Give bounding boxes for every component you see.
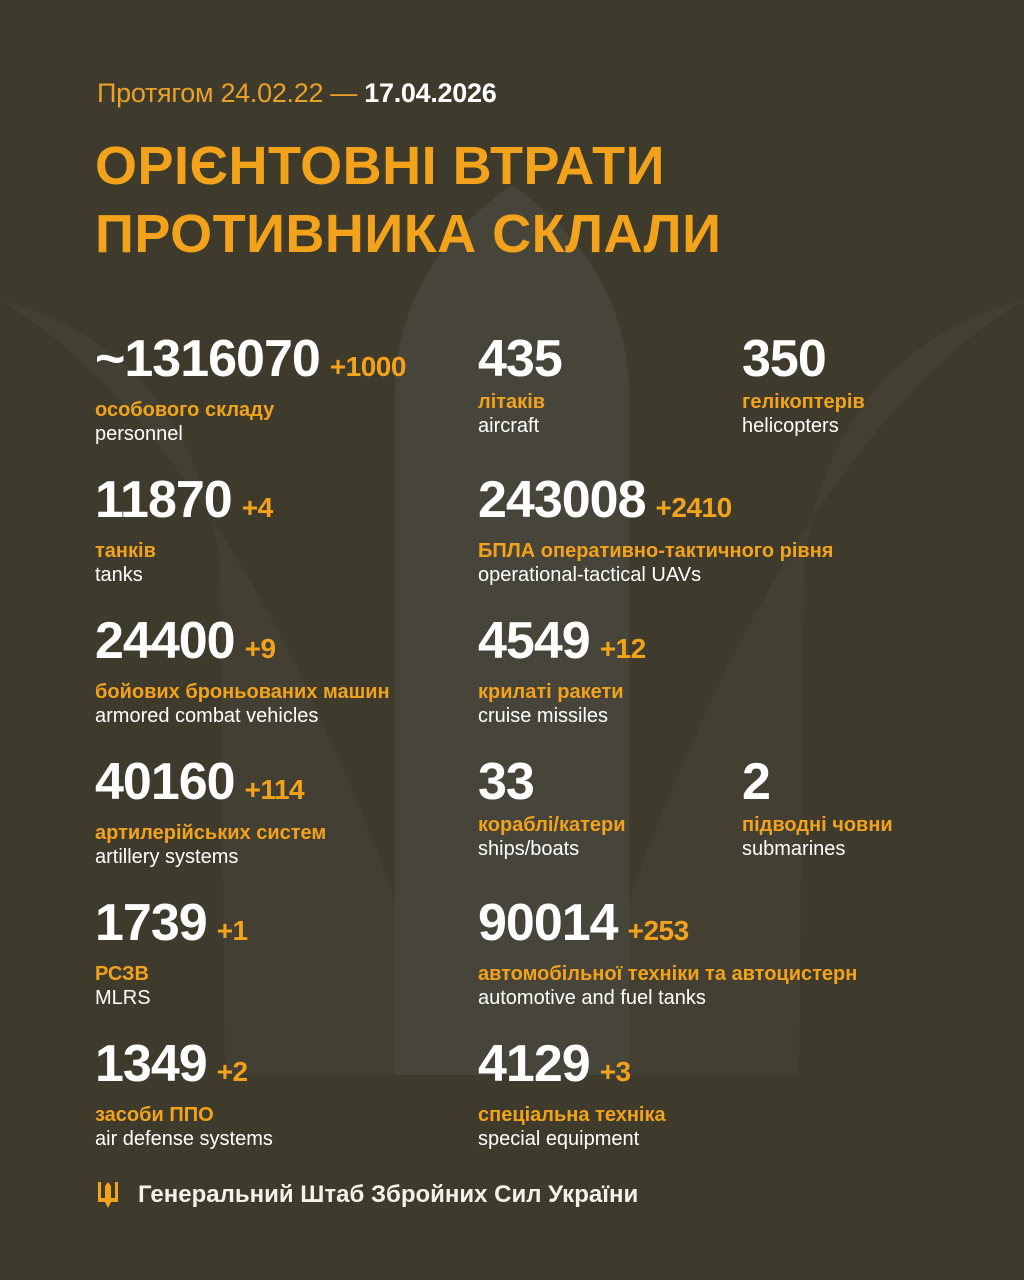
- stat-value: 4549 +12: [478, 612, 646, 678]
- stat-item: 1349 +2 засоби ППО air defense systems: [95, 1035, 273, 1152]
- stat-number: 2: [742, 753, 771, 811]
- stat-label-ua: особового складу: [95, 399, 275, 421]
- stat-label-ua: танків: [95, 540, 156, 562]
- stat-number: 40160: [95, 753, 236, 811]
- stat-item: 4129 +3 спеціальна техніка special equipm…: [478, 1035, 666, 1152]
- stat-item: 243008 +2410 БПЛА оперативно-тактичного р…: [478, 471, 833, 588]
- stat-delta: +1: [216, 915, 248, 946]
- stat-value: ~1316070 +1000: [95, 330, 406, 396]
- stat-value: 350: [742, 330, 865, 388]
- stat-label-en: cruise missiles: [478, 705, 609, 727]
- stat-label-ua: підводні човни: [742, 814, 893, 836]
- stat-number: 4129: [478, 1035, 591, 1093]
- stat-item: 90014 +253 автомобільної техніки та автоц…: [478, 894, 857, 1011]
- title-line-1: ОРІЄНТОВНІ ВТРАТИ: [95, 136, 665, 196]
- stat-value: 90014 +253: [478, 894, 857, 960]
- stat-value: 435: [478, 330, 563, 388]
- stat-label-ua: літаків: [478, 391, 546, 413]
- stat-item: 4549 +12 крилаті ракети cruise missiles: [478, 612, 646, 729]
- page-title: ОРІЄНТОВНІ ВТРАТИ ПРОТИВНИКА СКЛАЛИ: [95, 132, 721, 268]
- stat-label-ua: артилерійських систем: [95, 822, 327, 844]
- stat-label-en: operational-tactical UAVs: [478, 564, 702, 586]
- stat-label-en: personnel: [95, 423, 183, 445]
- stat-item: 11870 +4 танків tanks: [95, 471, 273, 588]
- stat-delta: +1000: [329, 351, 407, 382]
- stat-label-en: air defense systems: [95, 1128, 273, 1150]
- stat-label-en: automotive and fuel tanks: [478, 987, 706, 1009]
- stat-number: 4549: [478, 612, 591, 670]
- stat-value: 24400 +9: [95, 612, 390, 678]
- stat-value: 40160 +114: [95, 753, 326, 819]
- stat-item: 24400 +9 бойових броньованих машин armore…: [95, 612, 390, 729]
- stat-item: 33 кораблі/катери ships/boats: [478, 753, 626, 862]
- stat-value: 33: [478, 753, 626, 811]
- stat-item: 350 гелікоптерів helicopters: [742, 330, 865, 439]
- stat-delta: +9: [244, 633, 276, 664]
- stat-delta: +114: [244, 774, 305, 805]
- stat-delta: +2410: [655, 492, 733, 523]
- stat-item: ~1316070 +1000 особового складу personnel: [95, 330, 406, 447]
- stat-delta: +2: [216, 1056, 248, 1087]
- stat-number: 1739: [95, 894, 208, 952]
- stat-label-ua: РСЗВ: [95, 963, 149, 985]
- stat-label-en: aircraft: [478, 415, 540, 437]
- period-prefix: Протягом 24.02.22 —: [97, 78, 358, 108]
- stat-label-en: artillery systems: [95, 846, 239, 868]
- stat-item: 2 підводні човни submarines: [742, 753, 893, 862]
- stat-label-ua: автомобільної техніки та автоцистерн: [478, 963, 858, 985]
- stat-label-en: special equipment: [478, 1128, 640, 1150]
- stat-label-ua: крилаті ракети: [478, 681, 624, 703]
- stat-label-ua: спеціальна техніка: [478, 1104, 666, 1126]
- stat-delta: +253: [627, 915, 690, 946]
- stat-value: 4129 +3: [478, 1035, 666, 1101]
- stat-label-en: tanks: [95, 564, 143, 586]
- stat-number: 1349: [95, 1035, 208, 1093]
- stat-label-en: submarines: [742, 838, 846, 860]
- stat-number: 243008: [478, 471, 647, 529]
- footer-text: Генеральний Штаб Збройних Сил України: [138, 1181, 639, 1208]
- stat-item: 435 літаків aircraft: [478, 330, 563, 439]
- stat-value: 243008 +2410: [478, 471, 833, 537]
- stat-value: 2: [742, 753, 893, 811]
- stat-label-ua: гелікоптерів: [742, 391, 865, 413]
- period-range: Протягом 24.02.22 — 17.04.2026: [97, 78, 497, 109]
- stat-delta: +4: [241, 492, 273, 523]
- stat-label-ua: засоби ППО: [95, 1104, 214, 1126]
- stat-number: 90014: [478, 894, 619, 952]
- stat-item: 40160 +114 артилерійських систем artiller…: [95, 753, 326, 870]
- title-line-2: ПРОТИВНИКА СКЛАЛИ: [95, 204, 722, 264]
- stat-number: 435: [478, 330, 563, 388]
- stat-item: 1739 +1 РСЗВ MLRS: [95, 894, 248, 1011]
- stat-number: 11870: [95, 471, 233, 529]
- stat-label-en: MLRS: [95, 987, 151, 1009]
- stat-delta: +12: [599, 633, 647, 664]
- period-end-date: 17.04.2026: [364, 78, 497, 108]
- stat-value: 1349 +2: [95, 1035, 273, 1101]
- stat-number: ~1316070: [95, 330, 321, 388]
- stat-label-ua: кораблі/катери: [478, 814, 626, 836]
- stat-value: 11870 +4: [95, 471, 273, 537]
- stat-label-en: armored combat vehicles: [95, 705, 319, 727]
- stat-label-en: helicopters: [742, 415, 839, 437]
- stat-label-ua: бойових броньованих машин: [95, 681, 390, 703]
- trident-icon: [98, 1182, 118, 1208]
- stat-number: 33: [478, 753, 535, 811]
- stat-delta: +3: [599, 1056, 631, 1087]
- stat-label-ua: БПЛА оперативно-тактичного рівня: [478, 540, 834, 562]
- stat-value: 1739 +1: [95, 894, 248, 960]
- stat-number: 24400: [95, 612, 236, 670]
- stat-label-en: ships/boats: [478, 838, 580, 860]
- footer: Генеральний Штаб Збройних Сил України: [96, 1180, 638, 1210]
- stat-number: 350: [742, 330, 827, 388]
